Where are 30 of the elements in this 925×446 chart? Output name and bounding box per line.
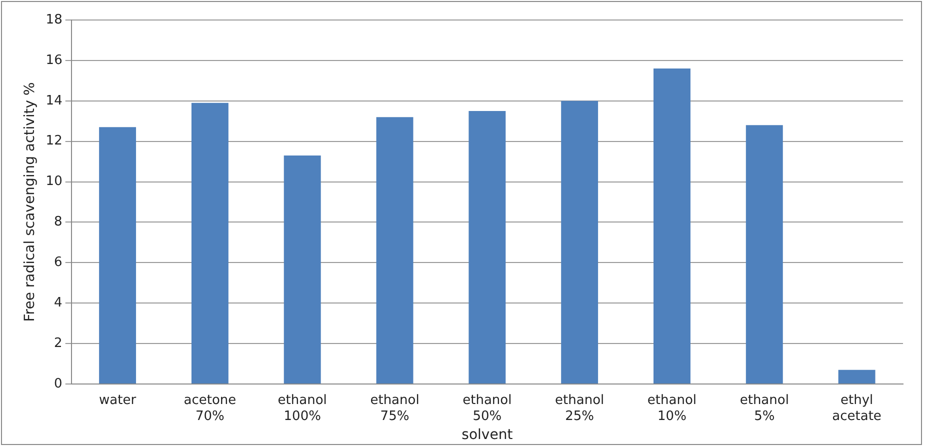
x-tick-label: ethanol 100%: [278, 393, 327, 424]
y-axis-title: Free radical scavenging activity %: [22, 82, 38, 322]
bar: [654, 68, 690, 384]
y-tick-label: 2: [54, 336, 62, 351]
x-tick-label: ethyl acetate: [832, 393, 882, 424]
x-tick-label: ethanol 25%: [555, 393, 604, 424]
x-axis-title: solvent: [462, 427, 514, 444]
y-tick-label: 10: [46, 174, 62, 190]
x-tick-label: acetone 70%: [184, 393, 236, 424]
x-tick-label: ethanol 75%: [370, 393, 420, 424]
bar: [468, 111, 506, 384]
y-tick-label: 14: [46, 93, 62, 108]
x-tick-label: ethanol 5%: [740, 393, 789, 424]
y-tick-label: 16: [46, 52, 62, 68]
bar: [561, 100, 598, 384]
y-tick-label: 8: [54, 214, 62, 230]
y-tick-label: 18: [46, 12, 62, 28]
y-tick-label: 12: [46, 134, 62, 149]
bar: [99, 127, 136, 384]
bar: [746, 125, 783, 384]
x-tick-label: ethanol 50%: [462, 393, 512, 424]
bar: [376, 117, 414, 384]
bar: [191, 102, 228, 384]
y-tick-label: 6: [54, 255, 62, 270]
x-tick-label: ethanol 10%: [647, 393, 697, 424]
x-tick-label: water: [99, 393, 137, 408]
bar: [284, 155, 321, 384]
y-tick-label: 0: [54, 376, 62, 392]
y-tick-label: 4: [54, 295, 62, 310]
bar: [838, 370, 876, 384]
